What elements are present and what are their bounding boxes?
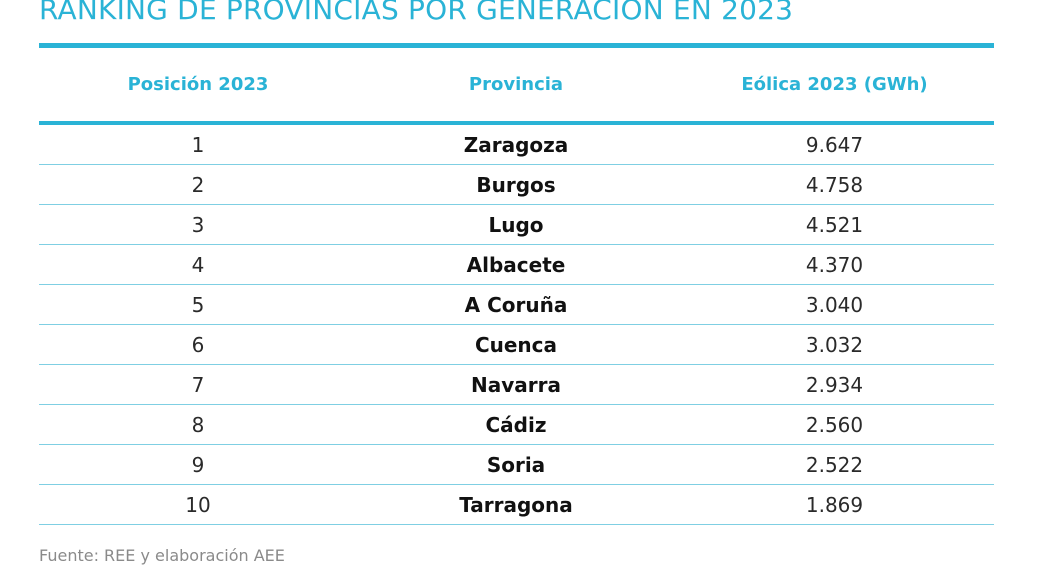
table-row: 2 Burgos 4.758 <box>39 165 994 205</box>
province-cell: Zaragoza <box>463 133 569 157</box>
wind-value-cell: 4.758 <box>805 173 864 197</box>
table-row: 9 Soria 2.522 <box>39 445 994 485</box>
position-cell: 7 <box>191 373 205 397</box>
wind-value-cell: 2.934 <box>805 373 864 397</box>
ranking-table: 1 Zaragoza 9.647 2 Burgos 4.758 3 Lugo 4… <box>39 125 994 525</box>
position-cell: 9 <box>191 453 205 477</box>
column-header-position: Posición 2023 <box>127 74 269 95</box>
province-cell: A Coruña <box>464 293 568 317</box>
position-cell: 8 <box>191 413 205 437</box>
title-underline <box>39 43 994 48</box>
wind-value-cell: 3.040 <box>805 293 864 317</box>
province-cell: Soria <box>486 453 546 477</box>
province-cell: Albacete <box>466 253 566 277</box>
position-cell: 2 <box>191 173 205 197</box>
position-cell: 5 <box>191 293 205 317</box>
wind-value-cell: 4.370 <box>805 253 864 277</box>
province-cell: Navarra <box>471 373 561 397</box>
column-header-province: Provincia <box>468 74 564 95</box>
position-cell: 1 <box>191 133 205 157</box>
wind-value-cell: 4.521 <box>805 213 864 237</box>
province-cell: Lugo <box>488 213 544 237</box>
table-row: 8 Cádiz 2.560 <box>39 405 994 445</box>
page-title: RANKING DE PROVINCIAS POR GENERACIÓN EN … <box>39 0 794 26</box>
wind-value-cell: 3.032 <box>805 333 864 357</box>
table-row: 6 Cuenca 3.032 <box>39 325 994 365</box>
column-header-wind: Eólica 2023 (GWh) <box>741 74 928 95</box>
position-cell: 4 <box>191 253 205 277</box>
position-cell: 6 <box>191 333 205 357</box>
table-row: 1 Zaragoza 9.647 <box>39 125 994 165</box>
position-cell: 10 <box>185 493 211 517</box>
table-row: 7 Navarra 2.934 <box>39 365 994 405</box>
table-row: 5 A Coruña 3.040 <box>39 285 994 325</box>
table-row: 3 Lugo 4.521 <box>39 205 994 245</box>
position-cell: 3 <box>191 213 205 237</box>
wind-value-cell: 1.869 <box>805 493 864 517</box>
wind-value-cell: 2.560 <box>805 413 864 437</box>
wind-value-cell: 2.522 <box>805 453 864 477</box>
province-cell: Tarragona <box>459 493 573 517</box>
province-cell: Burgos <box>476 173 556 197</box>
wind-value-cell: 9.647 <box>805 133 864 157</box>
province-cell: Cádiz <box>485 413 547 437</box>
header-divider <box>39 121 994 125</box>
province-cell: Cuenca <box>474 333 558 357</box>
source-note: Fuente: REE y elaboración AEE <box>39 546 285 565</box>
table-row: 4 Albacete 4.370 <box>39 245 994 285</box>
table-row: 10 Tarragona 1.869 <box>39 485 994 525</box>
